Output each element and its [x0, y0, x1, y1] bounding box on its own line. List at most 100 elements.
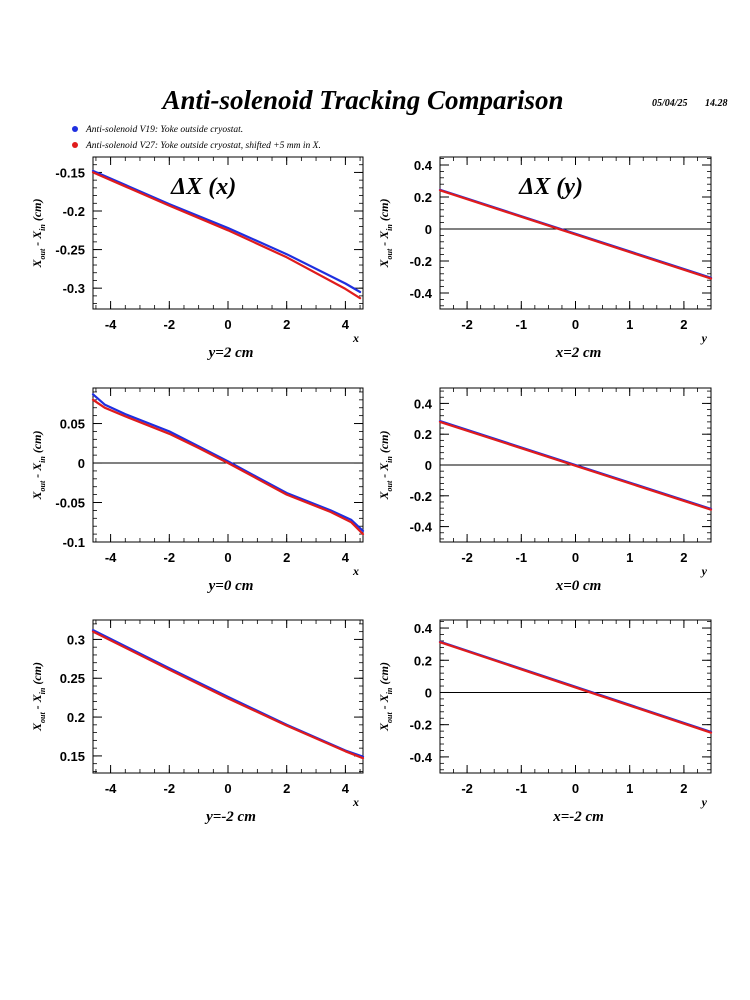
- figure-title: Anti-solenoid Tracking Comparison: [160, 85, 563, 115]
- x-tick-label: 0: [572, 550, 579, 565]
- x-tick-label: 2: [680, 781, 687, 796]
- panel-label: ΔX (y): [518, 174, 583, 200]
- y-tick-label: -0.4: [410, 286, 433, 301]
- panel-1: -4 -2 0 2 4 -0.15 -0.2 -0.25 -0.3 ΔX (x) x y=2 cm Xo…: [30, 156, 364, 361]
- legend: Anti-solenoid V19: Yoke outside cryostat…: [72, 125, 321, 151]
- x-tick-label: -1: [516, 781, 528, 796]
- y-tick-label: 0.2: [414, 427, 432, 442]
- minor-ticks: [439, 620, 712, 773]
- x-tick-label: 0: [572, 781, 579, 796]
- y-tick-label: 0: [425, 685, 432, 700]
- x-tick-label: 0: [224, 550, 231, 565]
- panel-caption: y=-2 cm: [204, 809, 256, 825]
- y-tick-label: -0.05: [55, 496, 85, 511]
- x-tick-label: 2: [680, 317, 687, 332]
- y-tick-label: 0.4: [414, 396, 433, 411]
- y-tick-label: -0.4: [410, 520, 433, 535]
- series-v27-line: [91, 630, 365, 760]
- x-tick-label: 4: [342, 550, 350, 565]
- y-tick-label: 0.2: [67, 710, 85, 725]
- y-tick-label: 0.25: [60, 671, 85, 686]
- x-tick-label: 2: [680, 550, 687, 565]
- y-tick-label: 0.4: [414, 158, 433, 173]
- series-v19-line: [91, 393, 365, 533]
- plot-frame: [439, 619, 712, 774]
- panel-caption: x=0 cm: [555, 578, 602, 594]
- legend-marker-v19: [72, 126, 78, 132]
- plot-frame: [92, 387, 364, 543]
- x-tick-label: -4: [105, 317, 117, 332]
- x-tick-label: 2: [283, 550, 290, 565]
- series-v19-line: [91, 628, 365, 758]
- figure-date: 05/04/25: [652, 98, 688, 109]
- series-v19-line: [91, 169, 362, 294]
- x-tick-label: -2: [164, 781, 176, 796]
- series-v27-line: [91, 398, 365, 536]
- x-tick-label: 1: [626, 550, 633, 565]
- panel-6: -2 -1 0 1 2 0.4 0.2 0 -0.2 -0.4 y x=-2 cm Xout - Xin…: [377, 619, 713, 825]
- x-tick-label: -2: [461, 317, 473, 332]
- y-tick-label: 0.2: [414, 653, 432, 668]
- series-v27-line: [438, 420, 713, 511]
- y-tick-label: -0.3: [63, 281, 85, 296]
- legend-label-v27: Anti-solenoid V27: Yoke outside cryostat…: [85, 140, 321, 151]
- y-axis-label: Xout - Xin (cm): [377, 198, 394, 268]
- y-axis-label: Xout - Xin (cm): [30, 430, 47, 500]
- panel-3: -4 -2 0 2 4 0.05 0 -0.05 -0.1 x y=0 cm Xout - Xin (…: [30, 387, 365, 594]
- y-tick-label: 0: [425, 458, 432, 473]
- panel-caption: x=2 cm: [555, 345, 602, 361]
- x-tick-label: 0: [224, 781, 231, 796]
- x-tick-label: 4: [342, 317, 350, 332]
- x-tick-label: -4: [105, 550, 117, 565]
- y-tick-label: -0.1: [63, 535, 85, 550]
- x-tick-label: -2: [164, 550, 176, 565]
- x-tick-label: -4: [105, 781, 117, 796]
- series-v27-line: [438, 641, 713, 734]
- y-axis-label: Xout - Xin (cm): [377, 430, 394, 500]
- x-tick-label: -1: [516, 550, 528, 565]
- y-tick-label: 0: [78, 456, 85, 471]
- x-tick-label: 0: [572, 317, 579, 332]
- panel-2: -2 -1 0 1 2 0.4 0.2 0 -0.2 -0.4 ΔX (y) y x=2 cm Xout …: [377, 156, 713, 361]
- x-tick-label: 2: [283, 781, 290, 796]
- y-tick-label: -0.2: [410, 489, 432, 504]
- series-v27-line: [438, 189, 713, 280]
- x-tick-label: -2: [461, 781, 473, 796]
- x-tick-label: 2: [283, 317, 290, 332]
- y-tick-label: 0.4: [414, 621, 433, 636]
- panel-4: -2 -1 0 1 2 0.4 0.2 0 -0.2 -0.4 y x=0 cm Xout - Xin …: [377, 387, 713, 594]
- y-axis-label: Xout - Xin (cm): [30, 198, 47, 268]
- y-tick-label: -0.2: [410, 718, 432, 733]
- x-tick-label: 0: [224, 317, 231, 332]
- x-tick-label: 4: [342, 781, 350, 796]
- series-v27-line: [91, 171, 362, 300]
- figure-time: 14.28: [705, 98, 728, 109]
- x-axis-letter: y: [700, 331, 708, 345]
- y-tick-label: -0.4: [410, 750, 433, 765]
- x-axis-letter: y: [700, 564, 708, 578]
- y-axis-label: Xout - Xin (cm): [377, 662, 394, 732]
- x-axis-letter: x: [352, 795, 359, 809]
- x-axis-letter: x: [352, 564, 359, 578]
- x-tick-label: 1: [626, 781, 633, 796]
- y-tick-label: 0.2: [414, 190, 432, 205]
- y-tick-label: -0.15: [55, 165, 85, 180]
- panel-caption: y=0 cm: [207, 578, 254, 594]
- y-tick-label: 0.05: [60, 417, 85, 432]
- panel-caption: x=-2 cm: [552, 809, 604, 825]
- x-tick-label: -1: [516, 317, 528, 332]
- y-tick-label: 0.15: [60, 749, 85, 764]
- x-axis-letter: x: [352, 331, 359, 345]
- y-tick-label: -0.2: [410, 254, 432, 269]
- panel-5: -4 -2 0 2 4 0.3 0.25 0.2 0.15 x y=-2 cm Xout - Xin …: [30, 619, 365, 825]
- y-tick-label: 0.3: [67, 632, 85, 647]
- x-tick-label: -2: [164, 317, 176, 332]
- panels: -4 -2 0 2 4 -0.15 -0.2 -0.25 -0.3 ΔX (x) x y=2 cm Xo…: [30, 156, 713, 825]
- legend-marker-v27: [72, 142, 78, 148]
- y-tick-label: 0: [425, 222, 432, 237]
- x-tick-label: 1: [626, 317, 633, 332]
- y-axis-label: Xout - Xin (cm): [30, 662, 47, 732]
- minor-ticks: [93, 388, 363, 543]
- y-tick-label: -0.25: [55, 243, 85, 258]
- y-tick-label: -0.2: [63, 204, 85, 219]
